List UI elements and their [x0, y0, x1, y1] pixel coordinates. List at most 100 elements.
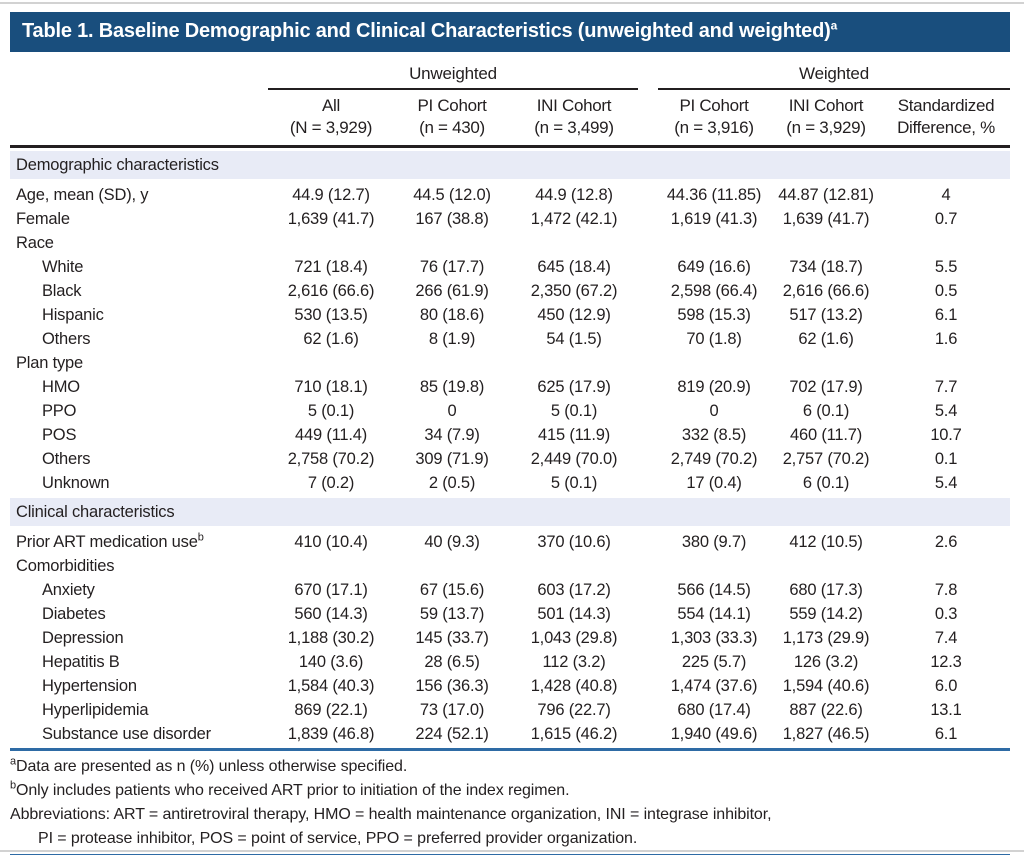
- cell-value: 44.9 (12.8): [535, 186, 613, 204]
- cell-value: 370 (10.6): [537, 533, 611, 551]
- cell-value: 819 (20.9): [677, 378, 751, 396]
- cell-value: 126 (3.2): [793, 653, 859, 671]
- cell-value: 28 (6.5): [424, 653, 480, 671]
- table-body: Demographic characteristics Age, mean (SD…: [10, 151, 1010, 746]
- row-label: Plan type: [16, 354, 83, 372]
- cell-value: 59 (13.7): [419, 605, 485, 623]
- cell-value: 40 (9.3): [424, 533, 480, 551]
- cell-value: 44.9 (12.7): [292, 186, 370, 204]
- cell-value: 0: [447, 402, 457, 420]
- cell-value: 680 (17.4): [677, 701, 751, 719]
- table-row: Others 2,758 (70.2) 309 (71.9) 2,449 (70.0)…: [10, 447, 1010, 471]
- column-header: INI Cohort (n = 3,929): [786, 96, 866, 137]
- cell-value: 5 (0.1): [307, 402, 355, 420]
- row-label: White: [42, 258, 84, 276]
- cell-value: 0.3: [934, 605, 958, 623]
- cell-value: 1,594 (40.6): [782, 677, 870, 695]
- cell-value: 44.87 (12.81): [778, 186, 874, 204]
- cell-value: 869 (22.1): [294, 701, 368, 719]
- cell-value: 7.7: [934, 378, 958, 396]
- row-label: Others: [42, 450, 91, 468]
- table-row: Comorbidities: [10, 554, 1010, 578]
- cell-value: 4: [941, 186, 951, 204]
- footnote-marker: a: [10, 755, 17, 768]
- footnote-line: Abbreviations: ART = antiretroviral ther…: [10, 806, 772, 823]
- cell-value: 225 (5.7): [681, 653, 747, 671]
- cell-value: 2,616 (66.6): [287, 282, 375, 300]
- cell-value: 2 (0.5): [428, 474, 476, 492]
- table-row: Hyperlipidemia 869 (22.1) 73 (17.0) 796 (22…: [10, 698, 1010, 722]
- cell-value: 8 (1.9): [428, 330, 476, 348]
- footnote-line: bOnly includes patients who received ART…: [10, 779, 570, 799]
- cell-value: 0.7: [934, 210, 958, 228]
- group-header-unweighted: Unweighted: [268, 64, 638, 90]
- column-header: All (N = 3,929): [289, 96, 373, 137]
- cell-value: 156 (36.3): [415, 677, 489, 695]
- cell-value: 145 (33.7): [415, 629, 489, 647]
- cell-value: 554 (14.1): [677, 605, 751, 623]
- cell-value: 332 (8.5): [681, 426, 747, 444]
- cell-value: 449 (11.4): [295, 426, 367, 444]
- cell-value: 73 (17.0): [419, 701, 485, 719]
- table-bottom-rule: [10, 748, 1010, 751]
- table-row: PPO 5 (0.1) 0 5 (0.1) 0 6 (0.1) 5.4: [10, 399, 1010, 423]
- row-label: PPO: [42, 402, 77, 420]
- cell-value: 67 (15.6): [419, 581, 485, 599]
- table-row: Age, mean (SD), y 44.9 (12.7) 44.5 (12.0) 4…: [10, 183, 1010, 207]
- cell-value: 566 (14.5): [677, 581, 751, 599]
- cell-value: 17 (0.4): [686, 474, 742, 492]
- table-row: Substance use disorder 1,839 (46.8) 224 (5…: [10, 722, 1010, 746]
- cell-value: 887 (22.6): [789, 701, 863, 719]
- row-label: Age, mean (SD), y: [16, 186, 149, 204]
- cell-value: 6 (0.1): [802, 402, 850, 420]
- cell-value: 266 (61.9): [415, 282, 489, 300]
- cell-value: 224 (52.1): [415, 725, 489, 743]
- cell-value: 2.6: [934, 533, 958, 551]
- group-header-weighted: Weighted: [658, 64, 1010, 90]
- cell-value: 62 (1.6): [303, 330, 359, 348]
- row-label: Unknown: [42, 474, 110, 492]
- cell-value: 2,449 (70.0): [530, 450, 618, 468]
- cell-value: 450 (12.9): [537, 306, 611, 324]
- cell-value: 2,758 (70.2): [287, 450, 375, 468]
- cell-value: 517 (13.2): [789, 306, 863, 324]
- table-row: Female 1,639 (41.7) 167 (38.8) 1,472 (42.1)…: [10, 207, 1010, 231]
- footnote-line: aData are presented as n (%) unless othe…: [10, 755, 408, 775]
- cell-value: 5 (0.1): [550, 402, 598, 420]
- table-title-bar: Table 1. Baseline Demographic and Clinic…: [10, 12, 1010, 52]
- cell-value: 649 (16.6): [677, 258, 751, 276]
- table-row: Hispanic 530 (13.5) 80 (18.6) 450 (12.9) 598…: [10, 303, 1010, 327]
- cell-value: 1,474 (37.6): [670, 677, 758, 695]
- table-row: POS 449 (11.4) 34 (7.9) 415 (11.9) 332 (8.5)…: [10, 423, 1010, 447]
- table-title-footnote-marker: a: [830, 18, 838, 33]
- row-label: Black: [42, 282, 82, 300]
- row-label: Clinical characteristics: [16, 503, 175, 521]
- footnote-marker: b: [10, 779, 17, 792]
- section-header-row: Demographic characteristics: [10, 151, 1010, 179]
- cell-value: 1,827 (46.5): [782, 725, 870, 743]
- row-label: Hyperlipidemia: [42, 701, 149, 719]
- section-header-row: Clinical characteristics: [10, 498, 1010, 526]
- table-title: Table 1. Baseline Demographic and Clinic…: [22, 20, 831, 42]
- cell-value: 6.1: [934, 725, 958, 743]
- cell-value: 2,749 (70.2): [670, 450, 758, 468]
- cell-value: 5.4: [934, 474, 958, 492]
- cell-value: 167 (38.8): [415, 210, 489, 228]
- cell-value: 625 (17.9): [537, 378, 611, 396]
- cell-value: 140 (3.6): [298, 653, 364, 671]
- cell-value: 7.4: [934, 629, 958, 647]
- cell-value: 1,619 (41.3): [670, 210, 758, 228]
- cell-value: 0.5: [934, 282, 958, 300]
- cell-value: 721 (18.4): [294, 258, 368, 276]
- cell-value: 670 (17.1): [294, 581, 368, 599]
- cell-value: 410 (10.4): [294, 533, 368, 551]
- cell-value: 70 (1.8): [686, 330, 742, 348]
- cell-value: 44.36 (11.85): [666, 186, 762, 204]
- cell-value: 380 (9.7): [681, 533, 747, 551]
- cell-value: 1,472 (42.1): [530, 210, 618, 228]
- cell-value: 6.0: [934, 677, 958, 695]
- row-label: Substance use disorder: [42, 725, 211, 743]
- cell-value: 501 (14.3): [537, 605, 611, 623]
- table-row: White 721 (18.4) 76 (17.7) 645 (18.4) 649 (1…: [10, 255, 1010, 279]
